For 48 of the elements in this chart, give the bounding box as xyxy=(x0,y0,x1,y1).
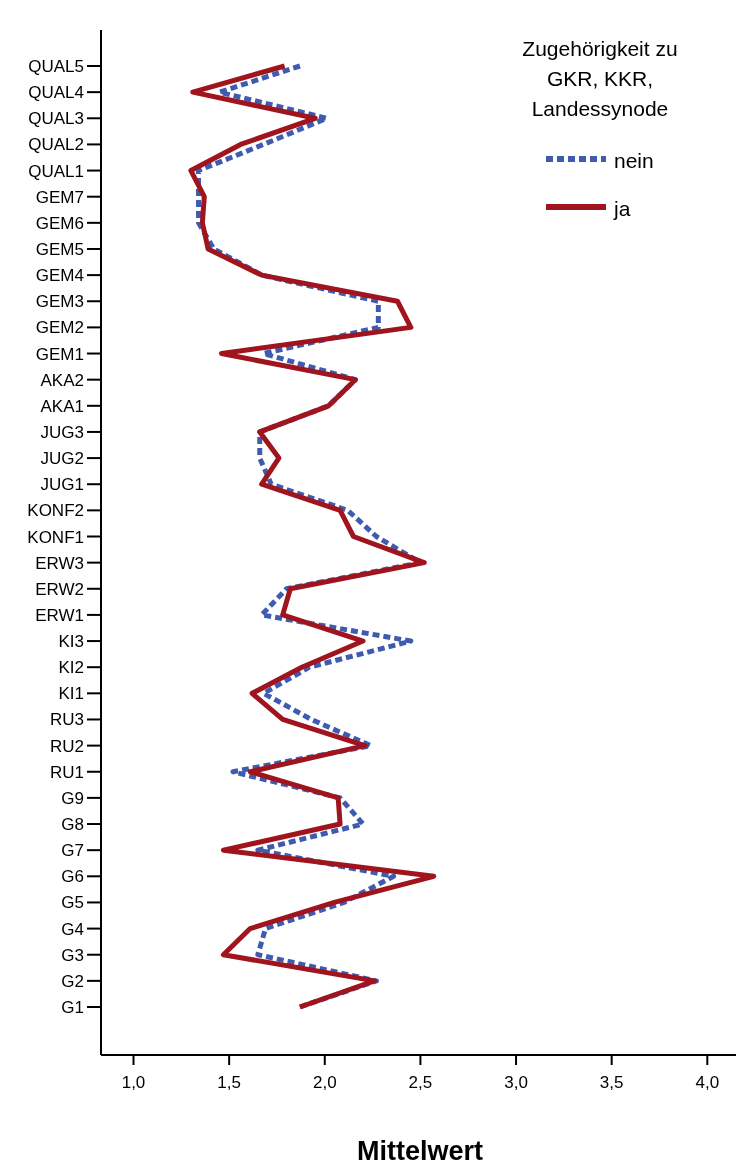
y-tick-label: JUG3 xyxy=(40,422,84,442)
y-tick-label: GEM4 xyxy=(35,266,84,286)
x-tick-label: 3,0 xyxy=(504,1073,528,1092)
y-tick-label: KI2 xyxy=(58,658,84,678)
y-tick-label: RU2 xyxy=(49,736,84,756)
y-tick-label: KONF1 xyxy=(27,527,84,547)
x-axis-title: Mittelwert xyxy=(356,1136,484,1163)
y-tick-label: G1 xyxy=(61,998,84,1017)
y-tick-label: G6 xyxy=(61,867,84,887)
y-tick-label: QUAL1 xyxy=(28,161,84,181)
x-tick-label: 3,5 xyxy=(599,1073,624,1092)
y-tick-label: QUAL4 xyxy=(28,83,84,103)
x-tick-label: 2,0 xyxy=(312,1073,337,1092)
y-tick-label: G2 xyxy=(61,971,84,991)
x-tick-label: 1,0 xyxy=(121,1073,146,1092)
y-tick-label: JUG1 xyxy=(40,475,84,495)
y-tick-label: G4 xyxy=(61,919,84,939)
y-tick-label: ERW1 xyxy=(35,605,84,625)
x-tick-label: 1,5 xyxy=(217,1073,241,1092)
y-tick-label: AKA2 xyxy=(40,370,84,390)
legend-label: ja xyxy=(613,197,631,220)
y-tick-label: G7 xyxy=(61,841,84,861)
y-tick-label: G5 xyxy=(61,893,84,913)
y-tick-label: GEM5 xyxy=(35,239,84,259)
y-tick-label: GEM1 xyxy=(35,344,84,364)
x-tick-label: 2,5 xyxy=(408,1073,433,1092)
y-tick-label: ERW2 xyxy=(35,579,84,599)
y-tick-label: JUG2 xyxy=(40,449,84,469)
y-tick-label: QUAL5 xyxy=(28,57,84,76)
y-tick-label: G8 xyxy=(61,815,84,835)
y-tick-label: G3 xyxy=(61,945,84,965)
y-tick-label: AKA1 xyxy=(40,396,84,416)
y-tick-label: QUAL2 xyxy=(28,135,84,155)
y-tick-label: KI3 xyxy=(58,632,84,652)
legend-title: Zugehörigkeit zu GKR, KKR, Landessynode xyxy=(522,37,678,120)
legend-label: nein xyxy=(614,149,654,172)
y-tick-label: KONF2 xyxy=(27,501,84,521)
y-tick-label: RU3 xyxy=(49,710,84,730)
y-tick-label: QUAL3 xyxy=(28,109,84,129)
y-tick-label: GEM2 xyxy=(35,318,84,338)
y-tick-label: GEM7 xyxy=(35,187,84,207)
y-tick-label: GEM3 xyxy=(35,292,84,312)
y-tick-label: KI1 xyxy=(58,684,84,704)
y-tick-label: RU1 xyxy=(49,762,84,782)
y-tick-label: ERW3 xyxy=(35,553,84,573)
y-tick-label: GEM6 xyxy=(35,213,84,233)
y-tick-label: G9 xyxy=(61,788,84,808)
x-tick-label: 4,0 xyxy=(695,1073,720,1092)
